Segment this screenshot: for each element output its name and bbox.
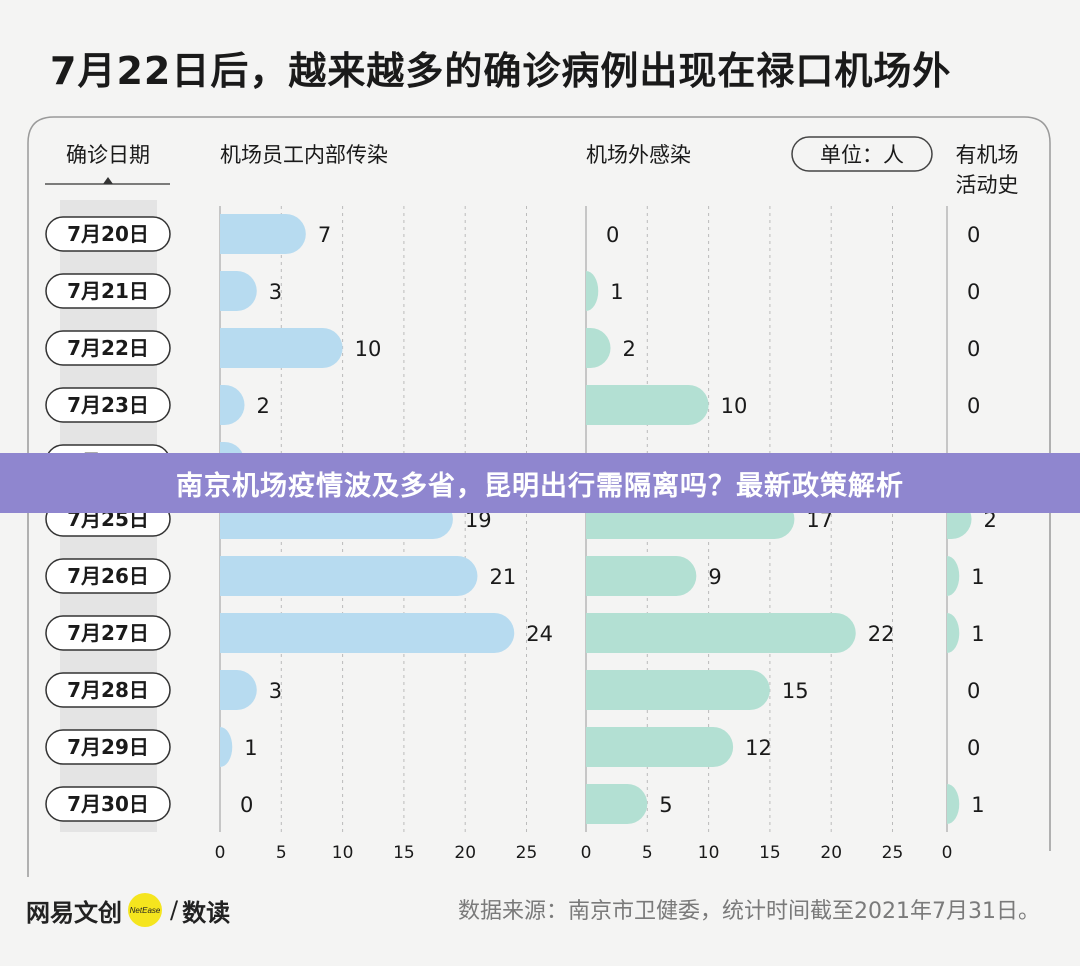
- x-tick-label-p1-15: 15: [393, 843, 415, 863]
- data-label-series3: 1: [971, 565, 984, 589]
- x-tick-label-p2-25: 25: [882, 843, 904, 863]
- data-label-series2: 10: [721, 394, 748, 418]
- date-pill-label: 7月20日: [67, 222, 149, 246]
- data-label-series1: 3: [269, 679, 282, 703]
- sort-marker-icon: [103, 177, 113, 184]
- data-label-series1: 1: [244, 736, 257, 760]
- data-label-series2: 5: [659, 793, 672, 817]
- date-pill: [45, 672, 171, 708]
- data-label-series1: 24: [526, 622, 553, 646]
- data-label-series1: 0: [240, 793, 253, 817]
- date-pill: [45, 615, 171, 651]
- unit-label-pill: [791, 136, 933, 172]
- bar-series2: [586, 670, 770, 710]
- unit-label-text: 单位：人: [820, 143, 904, 167]
- date-pill-label: 7月22日: [67, 336, 149, 360]
- bar-series1: [220, 385, 245, 425]
- x-tick-label-p1-25: 25: [516, 843, 538, 863]
- bar-series2: [586, 613, 856, 653]
- bar-series1: [220, 214, 306, 254]
- date-pill-label: 7月21日: [67, 279, 149, 303]
- x-tick-label-p3-0: 0: [942, 843, 953, 863]
- data-label-series2: 9: [708, 565, 721, 589]
- data-label-series1: 3: [269, 280, 282, 304]
- data-label-series2: 2: [623, 337, 636, 361]
- bar-series2: [586, 271, 599, 311]
- date-pill-label: 7月28日: [67, 678, 149, 702]
- data-label-series3: 1: [971, 793, 984, 817]
- logo-brand-text: 网易文创: [26, 898, 122, 927]
- date-pill: [45, 387, 171, 423]
- data-label-series1: 7: [318, 223, 331, 247]
- bar-series2: [586, 727, 734, 767]
- data-label-series3: 0: [967, 223, 980, 247]
- x-tick-label-p2-20: 20: [820, 843, 842, 863]
- bar-series1: [220, 670, 257, 710]
- data-source-note: 数据来源：南京市卫健委，统计时间截至2021年7月31日。: [458, 899, 1040, 924]
- headline-banner[interactable]: 南京机场疫情波及多省，昆明出行需隔离吗？最新政策解析: [0, 453, 1080, 513]
- date-pill: [45, 786, 171, 822]
- logo-slash: /: [170, 896, 179, 924]
- data-label-series3: 2: [984, 508, 997, 532]
- x-tick-label-p2-15: 15: [759, 843, 781, 863]
- brand-logo: 网易文创 NetEase / 数读: [26, 890, 230, 930]
- x-tick-label-p2-5: 5: [642, 843, 653, 863]
- x-tick-label-p2-0: 0: [581, 843, 592, 863]
- data-label-series2: 1: [610, 280, 623, 304]
- x-tick-label-p1-5: 5: [276, 843, 287, 863]
- bar-series2: [586, 328, 611, 368]
- data-label-series1: 2: [257, 394, 270, 418]
- bar-series1: [220, 727, 233, 767]
- x-tick-label-p2-10: 10: [698, 843, 720, 863]
- bar-series1: [220, 271, 257, 311]
- x-tick-label-p1-0: 0: [215, 843, 226, 863]
- data-label-series2: 0: [606, 223, 619, 247]
- bar-series2: [586, 385, 709, 425]
- date-pill-label: 7月30日: [67, 792, 149, 816]
- x-tick-label-p1-20: 20: [454, 843, 476, 863]
- date-pill-label: 7月26日: [67, 564, 149, 588]
- series-header-outside-airport: 机场外感染: [586, 143, 691, 167]
- series-header-airport-history-line2: 活动史: [956, 173, 1019, 197]
- data-label-series3: 0: [967, 280, 980, 304]
- data-label-series3: 0: [967, 337, 980, 361]
- date-pill: [45, 729, 171, 765]
- netease-circle-icon: NetEase: [128, 893, 162, 927]
- chart-title: 7月22日后，越来越多的确诊病例出现在禄口机场外: [50, 49, 952, 93]
- bar-series3: [947, 556, 960, 596]
- date-pill: [45, 273, 171, 309]
- date-pill: [45, 330, 171, 366]
- bar-series2: [586, 556, 697, 596]
- data-label-series3: 1: [971, 622, 984, 646]
- bar-series1: [220, 613, 515, 653]
- headline-banner-text: 南京机场疫情波及多省，昆明出行需隔离吗？最新政策解析: [176, 470, 904, 502]
- bar-series3: [947, 613, 960, 653]
- data-label-series1: 21: [489, 565, 516, 589]
- data-label-series1: 10: [355, 337, 382, 361]
- series-header-airport-history-line1: 有机场: [956, 143, 1019, 167]
- data-label-series3: 0: [967, 394, 980, 418]
- row-header-label: 确诊日期: [66, 143, 150, 167]
- date-pill-label: 7月23日: [67, 393, 149, 417]
- bar-series2: [586, 784, 648, 824]
- data-label-series3: 0: [967, 679, 980, 703]
- data-label-series3: 0: [967, 736, 980, 760]
- x-tick-label-p1-10: 10: [332, 843, 354, 863]
- data-label-series2: 15: [782, 679, 809, 703]
- data-label-series2: 12: [745, 736, 772, 760]
- data-label-series2: 22: [868, 622, 895, 646]
- date-pill-label: 7月29日: [67, 735, 149, 759]
- date-pill-label: 7月27日: [67, 621, 149, 645]
- date-pill: [45, 558, 171, 594]
- series-header-airport-staff: 机场员工内部传染: [220, 143, 388, 167]
- logo-product-text: 数读: [182, 898, 231, 927]
- chart-frame: [27, 116, 1051, 877]
- bar-series1: [220, 556, 478, 596]
- bar-series3: [947, 784, 960, 824]
- date-pill: [45, 216, 171, 252]
- bar-series1: [220, 328, 343, 368]
